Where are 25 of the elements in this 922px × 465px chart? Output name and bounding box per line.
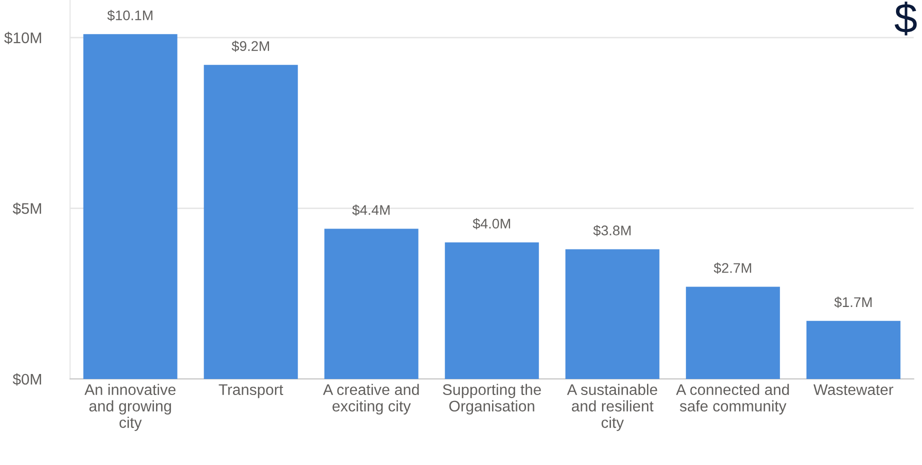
x-tick-label: A creative and exciting city	[322, 384, 419, 415]
bar	[204, 64, 298, 379]
x-tick-label: An innovative and growing city	[84, 384, 176, 431]
bar	[444, 242, 539, 379]
bar	[324, 228, 418, 379]
bar	[83, 34, 178, 379]
x-tick-label: Supporting the Organisation	[442, 384, 541, 415]
data-label: $4.4M	[352, 204, 390, 216]
annotation: $	[894, 2, 917, 36]
bar	[806, 320, 900, 379]
y-tick-label: $5M	[12, 202, 42, 215]
data-label: $9.2M	[232, 40, 270, 52]
data-label: $2.7M	[714, 262, 752, 274]
data-label: $3.8M	[593, 224, 631, 236]
y-tick-label: $10M	[4, 32, 42, 44]
x-tick-label: Transport	[218, 384, 284, 398]
x-tick-label: A sustainable and resilient city	[566, 384, 658, 431]
data-label: $4.0M	[472, 218, 510, 230]
bar	[565, 249, 660, 379]
y-tick-label: $0M	[12, 373, 42, 386]
data-label: $1.7M	[834, 296, 872, 308]
bar	[686, 286, 780, 379]
data-label: $10.1M	[107, 10, 152, 22]
x-tick-label: A connected and safe community	[676, 384, 789, 415]
x-tick-label: Wastewater	[813, 384, 894, 396]
